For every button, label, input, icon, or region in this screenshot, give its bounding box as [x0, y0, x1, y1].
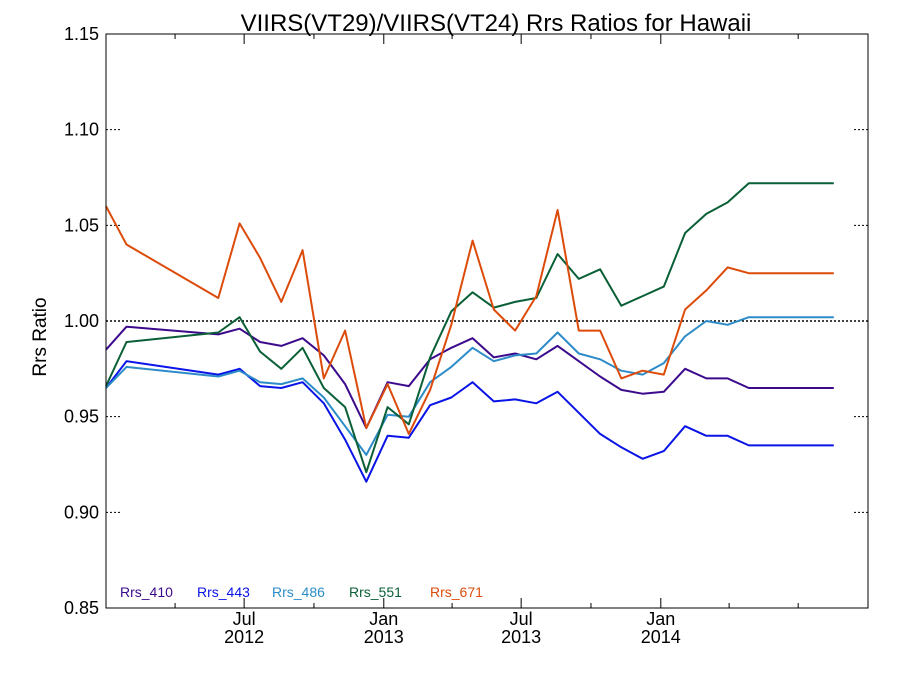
series-line	[105, 360, 834, 483]
series-lines	[105, 182, 834, 483]
y-tick-label: 1.05	[64, 215, 99, 235]
ticks: 0.850.900.951.001.051.101.15Jul2012Jan20…	[64, 24, 799, 647]
chart-title: VIIRS(VT29)/VIIRS(VT24) Rrs Ratios for H…	[241, 10, 752, 37]
legend: Rrs_410 Rrs_443 Rrs_486 Rrs_551 Rrs_671	[120, 584, 483, 600]
legend-item: Rrs_551	[349, 584, 402, 600]
y-tick-label: 0.95	[64, 407, 99, 427]
y-tick-label: 1.15	[64, 24, 99, 44]
legend-item: Rrs_443	[197, 584, 250, 600]
x-tick-label: Jul	[510, 609, 533, 629]
series-line	[105, 325, 834, 430]
series-line	[105, 205, 834, 435]
legend-item: Rrs_486	[272, 584, 325, 600]
y-tick-label: 0.85	[64, 598, 99, 618]
x-tick-label: Jul	[233, 609, 256, 629]
y-axis-label: Rrs Ratio	[30, 297, 51, 376]
x-tick-label: Jan	[369, 609, 398, 629]
x-tick-label: Jan	[646, 609, 675, 629]
legend-item: Rrs_671	[430, 584, 483, 600]
plot-frame	[105, 33, 869, 609]
legend-item: Rrs_410	[120, 584, 173, 600]
x-tick-year: 2014	[641, 627, 681, 647]
y-tick-label: 1.10	[64, 120, 99, 140]
x-tick-year: 2012	[224, 627, 264, 647]
axes	[105, 33, 869, 609]
series-line	[105, 182, 834, 474]
y-tick-label: 1.00	[64, 311, 99, 331]
grid	[106, 33, 868, 609]
x-tick-year: 2013	[364, 627, 404, 647]
y-tick-label: 0.90	[64, 502, 99, 522]
x-tick-year: 2013	[501, 627, 541, 647]
series-line	[105, 316, 834, 456]
